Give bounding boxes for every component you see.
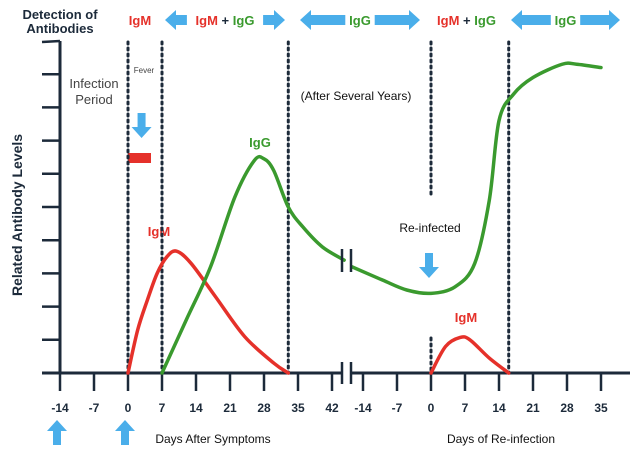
x-tick-label-left: 7 — [159, 401, 166, 415]
phase-label-bg — [550, 11, 581, 29]
igm-curve-left — [126, 249, 291, 375]
phase-label: IgM + IgG — [437, 13, 496, 28]
x-axis-label-left: Days After Symptoms — [155, 432, 270, 446]
up-arrow-icon — [115, 420, 135, 445]
x-tick-label-left: -7 — [89, 401, 100, 415]
phase-label-bg — [186, 11, 264, 29]
phase-label-part: IgM — [129, 13, 151, 28]
igm-reinfection-label: IgM — [455, 310, 477, 325]
phase-label: IgG — [349, 13, 371, 28]
phase-label: IgM + IgG — [196, 13, 255, 28]
x-axis-label-right: Days of Re-infection — [447, 432, 555, 446]
phase-label: IgM — [129, 13, 151, 28]
x-tick-label-right: 14 — [492, 401, 506, 415]
phase-label-part: IgG — [474, 13, 496, 28]
igm-curve-label: IgM — [148, 224, 170, 239]
reinfected-label: Re-infected — [399, 221, 460, 235]
igm-curve-right — [429, 335, 511, 375]
igg-curve-label: IgG — [249, 135, 271, 150]
reinfection-down-arrow-icon — [419, 253, 439, 278]
x-tick-label-right: -14 — [354, 401, 372, 415]
y-axis-label: Related Antibody Levels — [9, 134, 25, 296]
phase-label-part: IgG — [555, 13, 577, 28]
x-tick-label-right: 7 — [462, 401, 469, 415]
up-arrow-icon — [47, 420, 67, 445]
y-tick — [41, 39, 61, 44]
x-tick-label-right: 28 — [560, 401, 574, 415]
fever-down-arrow-icon — [131, 113, 152, 138]
phase-label-part: IgG — [349, 13, 371, 28]
phase-label-part: + — [459, 13, 474, 28]
x-tick-label-right: 0 — [428, 401, 435, 415]
igg-curve-right — [350, 61, 603, 296]
x-tick-label-left: 21 — [223, 401, 237, 415]
detection-title-line2: Antibodies — [26, 21, 93, 36]
phase-label-part: IgM — [437, 13, 459, 28]
x-tick-label-left: 14 — [189, 401, 203, 415]
phase-label-part: IgG — [233, 13, 255, 28]
phase-label-part: + — [218, 13, 233, 28]
x-tick-label-left: 0 — [125, 401, 132, 415]
detection-title-line1: Detection of — [22, 7, 98, 22]
infection-period-label-2: Period — [75, 92, 113, 107]
phase-header: IgM IgM + IgG IgG IgM + IgG IgG — [129, 10, 620, 30]
x-tick-label-right: -7 — [392, 401, 403, 415]
x-tick-label-left: 35 — [291, 401, 305, 415]
phase-label-bg — [345, 11, 375, 29]
fever-label: Fever — [134, 66, 155, 75]
x-tick-label-right: 21 — [526, 401, 540, 415]
igg-curve-left — [160, 154, 346, 375]
x-tick-label-left: 28 — [257, 401, 271, 415]
fever-bar — [128, 153, 151, 163]
phase-label-part: IgM — [196, 13, 218, 28]
x-tick-label-right: 35 — [594, 401, 608, 415]
infection-period-label: Infection — [69, 76, 118, 91]
after-years-label: (After Several Years) — [301, 89, 412, 103]
phase-label: IgG — [555, 13, 577, 28]
x-tick-label-left: -14 — [51, 401, 69, 415]
x-tick-label-left: 42 — [325, 401, 339, 415]
